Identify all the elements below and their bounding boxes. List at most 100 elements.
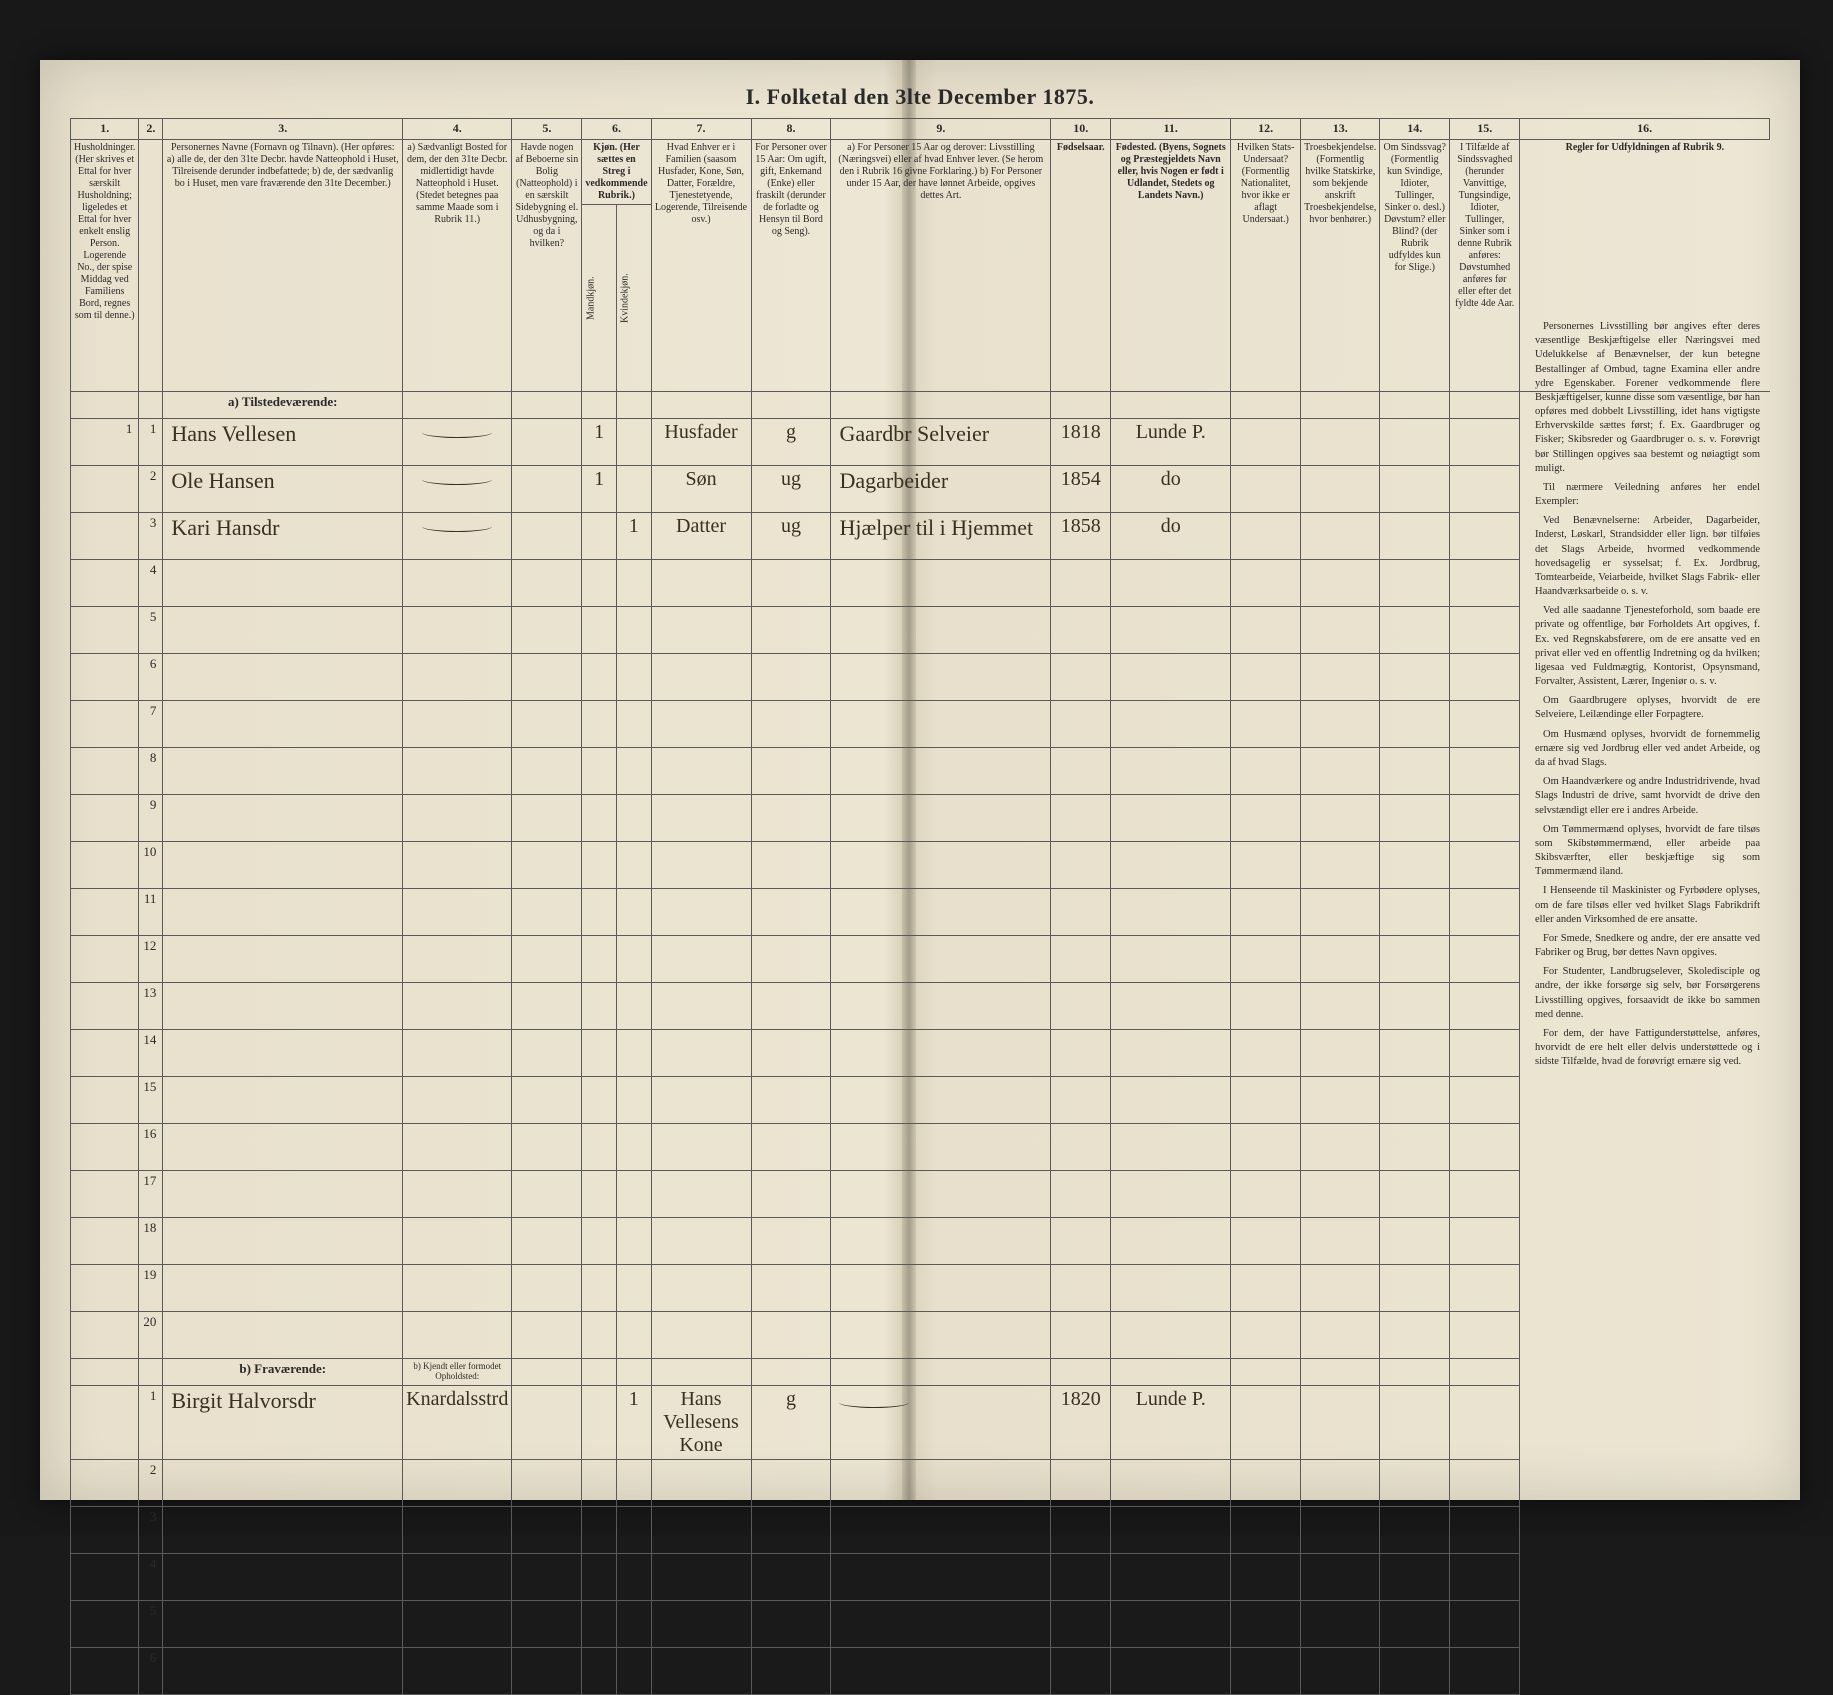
sec-blank: [582, 1359, 617, 1386]
cell-household: [71, 1265, 139, 1312]
cell-blank: [1450, 701, 1520, 748]
cell-rownum: 18: [139, 1218, 163, 1265]
table-row-blank: 9: [71, 795, 1770, 842]
cell-rownum: 5: [139, 607, 163, 654]
cell-blank: [651, 1171, 751, 1218]
sec-c2: [139, 392, 163, 419]
cell-blank: [751, 560, 831, 607]
cell-blank: [1231, 983, 1301, 1030]
cell-female: 1: [616, 1386, 651, 1460]
cell-blank: [831, 936, 1051, 983]
cell-blank: [1301, 1554, 1380, 1601]
cell-blank: [1111, 795, 1231, 842]
cell-household: [71, 1601, 139, 1648]
sec-blank: [1231, 392, 1301, 419]
sec-blank: [651, 1359, 751, 1386]
rules-p8: Om Tømmermænd oplyses, hvorvidt de fare …: [1535, 823, 1760, 880]
cell-blank: [403, 748, 512, 795]
cell-blank: [1450, 889, 1520, 936]
cell-family-pos: Hans Vellesens Kone: [651, 1386, 751, 1460]
cell-blank: [651, 1077, 751, 1124]
cell-blank: [1111, 842, 1231, 889]
cell-blank: [616, 1124, 651, 1171]
cell-blank: [1051, 1030, 1111, 1077]
cell-blank: [1301, 1460, 1380, 1507]
cell-blank: [651, 1124, 751, 1171]
cell-blank: [582, 1648, 617, 1695]
cell-blank: [163, 1601, 403, 1648]
cell-blank: [1301, 1265, 1380, 1312]
table-row-blank: 10: [71, 842, 1770, 889]
cell-blank: [1051, 983, 1111, 1030]
cell-blank: [163, 889, 403, 936]
cell-blank: [1301, 1124, 1380, 1171]
cell-blank: [403, 701, 512, 748]
cell-building: [512, 513, 582, 560]
cell-occupation: Dagarbeider: [831, 466, 1051, 513]
table-row-blank: 6: [71, 1648, 1770, 1695]
sec-blank: [1051, 1359, 1111, 1386]
hdr-13: Troesbekjendelse. (Formentlig hvilke Sta…: [1301, 140, 1380, 392]
section-col4: [403, 392, 512, 419]
cell-blank: [616, 1312, 651, 1359]
cell-household: [71, 701, 139, 748]
sec-c1: [71, 1359, 139, 1386]
cell-family-pos: Husfader: [651, 419, 751, 466]
cell-blank: [616, 560, 651, 607]
hdr-12: Hvilken Stats-Undersaat? (Formentlig Nat…: [1231, 140, 1301, 392]
cell-blank: [403, 1554, 512, 1601]
cell-blank: [1231, 889, 1301, 936]
cell-blank: [751, 1601, 831, 1648]
cell-blank: [582, 795, 617, 842]
cell-blank: [831, 1507, 1051, 1554]
cell-occupation: Gaardbr Selveier: [831, 419, 1051, 466]
cell-rownum: 4: [139, 1554, 163, 1601]
cell-blank: [582, 1554, 617, 1601]
cell-blank: [1380, 936, 1450, 983]
cell-blank: [751, 1648, 831, 1695]
hdr-2: [139, 140, 163, 392]
hdr-7: Hvad Enhver er i Familien (saasom Husfad…: [651, 140, 751, 392]
cell-blank: [403, 1218, 512, 1265]
table-row-blank: 19: [71, 1265, 1770, 1312]
cell-male: 1: [582, 466, 617, 513]
cell-blank: [1450, 654, 1520, 701]
cell-blank: [403, 983, 512, 1030]
cell-rownum: 12: [139, 936, 163, 983]
cell-deafblind: [1450, 513, 1520, 560]
cell-blank: [512, 889, 582, 936]
cell-blank: [1231, 748, 1301, 795]
cell-blank: [1231, 607, 1301, 654]
table-row-blank: 4: [71, 1554, 1770, 1601]
rules-p4: Ved alle saadanne Tjenesteforhold, som b…: [1535, 604, 1760, 689]
hdr-4-text: a) Sædvanligt Bosted for dem, der den 31…: [407, 142, 508, 225]
cell-blank: [512, 1312, 582, 1359]
cell-blank: [1450, 842, 1520, 889]
section-label: a) Tilstedeværende:: [163, 392, 403, 419]
cell-blank: [582, 1124, 617, 1171]
cell-blank: [582, 1265, 617, 1312]
rules-p10: For Smede, Snedkere og andre, der ere an…: [1535, 932, 1760, 960]
cell-blank: [1111, 1030, 1231, 1077]
page-title: I. Folketal den 3lte December 1875.: [40, 84, 1800, 110]
cell-blank: [512, 1218, 582, 1265]
coln-13: 13.: [1301, 119, 1380, 140]
cell-blank: [582, 1507, 617, 1554]
cell-blank: [1380, 1077, 1450, 1124]
cell-blank: [582, 701, 617, 748]
table-row-blank: 3: [71, 1507, 1770, 1554]
cell-rownum: 10: [139, 842, 163, 889]
cell-blank: [512, 1265, 582, 1312]
cell-faith: [1301, 513, 1380, 560]
cell-household: [71, 1077, 139, 1124]
cell-blank: [1450, 983, 1520, 1030]
cell-household: [71, 889, 139, 936]
cell-blank: [1450, 1554, 1520, 1601]
cell-insane: [1380, 466, 1450, 513]
cell-blank: [1231, 701, 1301, 748]
cell-blank: [1231, 1554, 1301, 1601]
cell-blank: [616, 1601, 651, 1648]
cell-blank: [616, 936, 651, 983]
cell-blank: [651, 1648, 751, 1695]
cell-blank: [751, 842, 831, 889]
